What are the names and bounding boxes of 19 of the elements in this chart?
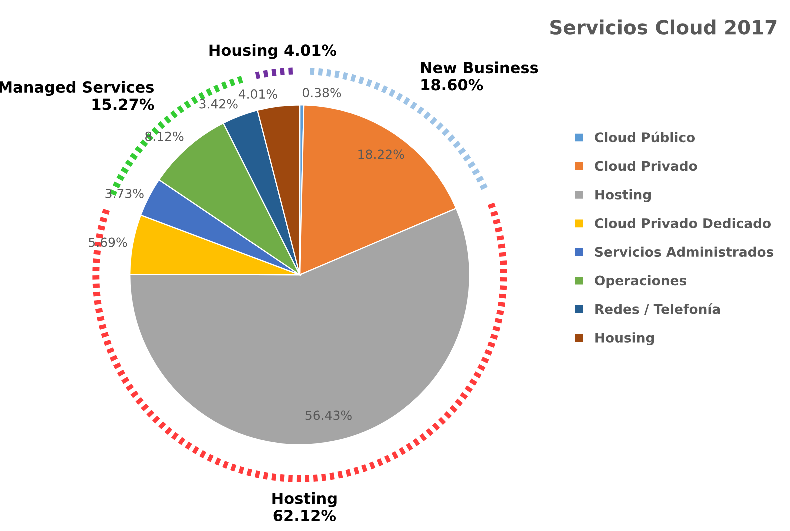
chart-title: Servicios Cloud 2017 xyxy=(550,20,777,35)
legend-label: Servicios Administrados xyxy=(595,246,774,258)
data-label: 0.38% xyxy=(302,88,342,98)
data-label: 56.43% xyxy=(306,410,352,420)
text: New Business 18.60% xyxy=(421,62,538,91)
legend-label: Cloud Privado Dedicado xyxy=(595,218,772,228)
legend-label: Cloud Privado xyxy=(595,160,698,172)
data-label: 5.69% xyxy=(89,238,128,248)
text: Housing 4.01% xyxy=(210,44,337,60)
data-label: 4.01% xyxy=(238,90,278,100)
data-label: 3.42% xyxy=(200,99,238,109)
legend-label: Operaciones xyxy=(595,275,686,288)
data-label: 18.22% xyxy=(358,150,404,160)
legend-label: Hosting xyxy=(596,190,651,202)
text: 62.12% xyxy=(274,510,336,522)
legend-label: Cloud Público xyxy=(595,132,696,143)
slice-label: Hosting xyxy=(272,492,337,508)
legend-label: Redes / Telefonía xyxy=(596,304,720,316)
legend-label: Housing xyxy=(596,332,654,346)
